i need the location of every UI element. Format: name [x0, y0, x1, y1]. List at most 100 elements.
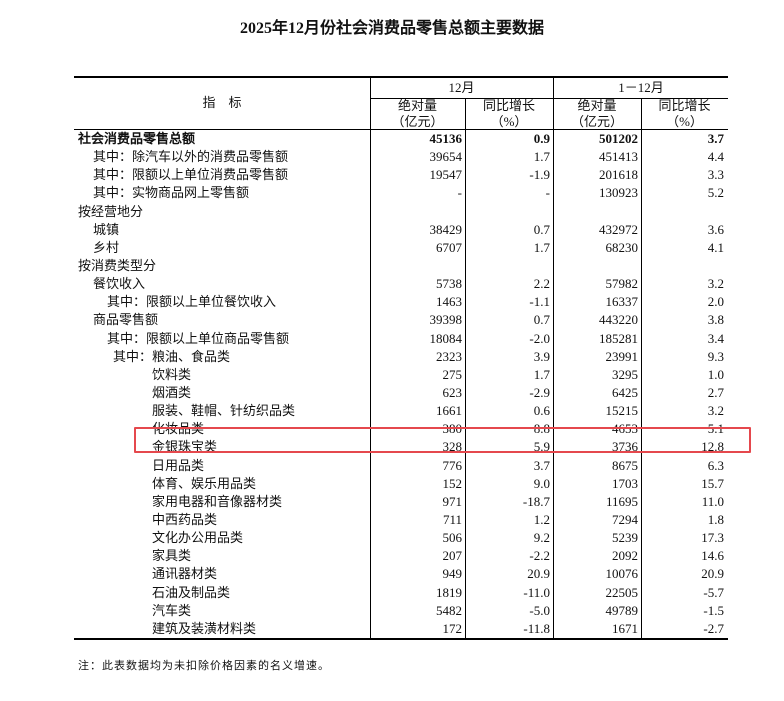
row-label: 餐饮收入 [93, 276, 146, 292]
growth-ytd: 9.3 [707, 348, 724, 364]
column-divider [465, 98, 466, 638]
value-ytd: 49789 [605, 602, 639, 618]
growth-dec: 1.7 [533, 239, 550, 255]
table-row: 其中：限额以上单位商品零售额 18084 -2.0 185281 3.4 [74, 330, 728, 348]
table-row: 饮料类 275 1.7 3295 1.0 [74, 366, 728, 384]
column-divider [553, 78, 554, 638]
value-ytd: 432972 [599, 221, 638, 237]
value-dec: - [457, 185, 462, 201]
row-label: 其中：限额以上单位消费品零售额 [93, 167, 289, 183]
table-body: 社会消费品零售总额 45136 0.9 501202 3.7 其中：除汽车以外的消费品零售… [74, 130, 728, 638]
row-label: 社会消费品零售总额 [78, 131, 196, 146]
growth-ytd: 4.1 [707, 239, 724, 255]
header-indicator: 指 标 [202, 95, 242, 110]
value-dec: 776 [442, 457, 463, 473]
value-dec: 711 [442, 511, 462, 527]
row-label: 文化办公用品类 [152, 530, 244, 546]
value-ytd: 15215 [605, 403, 639, 419]
growth-ytd: 1.0 [707, 366, 724, 382]
growth-dec: -1.1 [529, 294, 550, 310]
row-label: 通讯器材类 [152, 566, 218, 582]
value-ytd: 501202 [599, 131, 638, 146]
value-ytd: 3736 [612, 439, 638, 455]
growth-dec: 0.9 [533, 131, 550, 146]
row-label: 服装、鞋帽、针纺织品类 [152, 403, 296, 419]
table-row: 按经营地分 [74, 203, 728, 221]
value-ytd: 185281 [599, 330, 638, 346]
growth-dec: -18.7 [522, 493, 550, 509]
growth-dec: 1.7 [533, 149, 550, 165]
growth-dec: -2.2 [529, 548, 550, 564]
row-label: 饮料类 [152, 366, 192, 382]
value-ytd: 8675 [612, 457, 638, 473]
row-label: 城镇 [93, 221, 120, 237]
row-label: 日用品类 [152, 457, 205, 473]
row-label: 建筑及装潢材料类 [152, 620, 257, 636]
data-table: 指 标 12月 1－12月 绝对量 （亿元） 同比增长 （%） 绝对量 （亿元） 同比… [74, 76, 728, 640]
row-label: 家具类 [152, 548, 192, 564]
value-dec: 1463 [436, 294, 462, 310]
value-ytd: 201618 [599, 167, 638, 183]
growth-ytd: -2.7 [703, 620, 724, 636]
table-row: 商品零售额 39398 0.7 443220 3.8 [74, 311, 728, 329]
value-ytd: 1671 [612, 620, 638, 636]
growth-dec: -1.9 [529, 167, 550, 183]
table-row: 汽车类 5482 -5.0 49789 -1.5 [74, 602, 728, 620]
growth-ytd: 14.6 [701, 548, 724, 564]
value-ytd: 10076 [605, 566, 639, 582]
growth-ytd: 3.2 [707, 403, 724, 419]
row-label: 其中：粮油、食品类 [113, 348, 231, 364]
growth-ytd: 3.2 [707, 276, 724, 292]
table-row: 其中：除汽车以外的消费品零售额 39654 1.7 451413 4.4 [74, 148, 728, 166]
table-row: 通讯器材类 949 20.9 10076 20.9 [74, 565, 728, 583]
row-label: 其中：实物商品网上零售额 [93, 185, 250, 201]
value-dec: 1819 [436, 584, 462, 600]
growth-dec: 1.7 [533, 366, 550, 382]
value-ytd: 3295 [612, 366, 638, 382]
growth-dec: 0.7 [533, 221, 550, 237]
value-ytd: 130923 [599, 185, 638, 201]
growth-ytd: 2.0 [707, 294, 724, 310]
growth-ytd: 5.2 [707, 185, 724, 201]
growth-ytd: 20.9 [701, 566, 724, 582]
growth-dec: -11.8 [523, 620, 550, 636]
value-ytd: 7294 [612, 511, 638, 527]
table-row: 其中：限额以上单位消费品零售额 19547 -1.9 201618 3.3 [74, 166, 728, 184]
growth-ytd: -1.5 [703, 602, 724, 618]
table-row: 服装、鞋帽、针纺织品类 1661 0.6 15215 3.2 [74, 402, 728, 420]
growth-dec: -5.0 [529, 602, 550, 618]
page-title: 2025年12月份社会消费品零售总额主要数据 [239, 20, 544, 37]
table-row: 家具类 207 -2.2 2092 14.6 [74, 547, 728, 565]
row-label: 按经营地分 [78, 203, 144, 219]
value-dec: 623 [442, 384, 463, 400]
table-row: 其中：限额以上单位餐饮收入 1463 -1.1 16337 2.0 [74, 293, 728, 311]
growth-dec: 9.2 [533, 530, 550, 546]
footnote: 注：此表数据均为未扣除价格因素的名义增速。 [78, 660, 330, 672]
header-growth-2: 同比增长 （%） [658, 98, 711, 129]
value-dec: 6707 [436, 239, 462, 255]
value-ytd: 6425 [612, 384, 638, 400]
value-dec: 172 [442, 620, 463, 636]
row-label: 其中：限额以上单位餐饮收入 [107, 294, 277, 310]
column-divider [641, 98, 642, 638]
value-dec: 1661 [436, 403, 462, 419]
growth-ytd: 12.8 [701, 439, 724, 455]
growth-dec: -2.0 [529, 330, 550, 346]
value-ytd: 2092 [612, 548, 638, 564]
highlight-box [134, 427, 751, 453]
growth-ytd: 6.3 [707, 457, 724, 473]
value-dec: 18084 [429, 330, 463, 346]
growth-dec: 5.9 [533, 439, 550, 455]
growth-ytd: 17.3 [701, 530, 724, 546]
row-label: 乡村 [93, 239, 120, 255]
growth-ytd: 3.8 [707, 312, 724, 328]
value-dec: 971 [442, 493, 463, 509]
growth-ytd: 11.0 [701, 493, 724, 509]
table-row: 城镇 38429 0.7 432972 3.6 [74, 221, 728, 239]
value-dec: 5482 [436, 602, 462, 618]
value-ytd: 57982 [605, 276, 639, 292]
table-row: 体育、娱乐用品类 152 9.0 1703 15.7 [74, 475, 728, 493]
table-row: 社会消费品零售总额 45136 0.9 501202 3.7 [74, 130, 728, 148]
table-row: 其中：实物商品网上零售额 - - 130923 5.2 [74, 184, 728, 202]
value-dec: 207 [442, 548, 463, 564]
